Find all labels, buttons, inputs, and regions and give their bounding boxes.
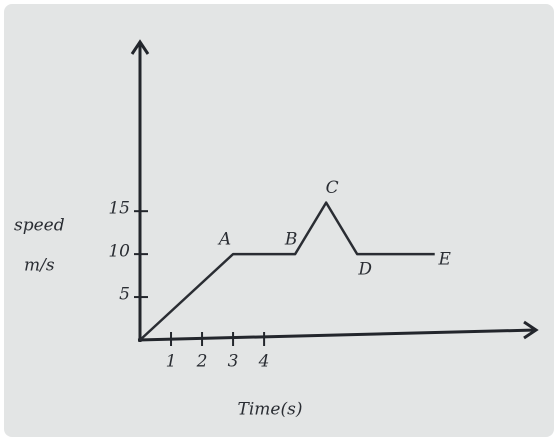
- point-label: E: [438, 250, 452, 270]
- x-tick-label: 4: [258, 352, 270, 372]
- speed-line: [139, 201, 435, 341]
- point-label: D: [357, 260, 372, 280]
- x-tick-label: 3: [228, 352, 239, 372]
- x-tick-label: 2: [196, 352, 208, 372]
- y-label: m/s: [24, 256, 55, 276]
- point-label: B: [284, 230, 298, 250]
- point-label: A: [217, 230, 231, 250]
- x-arrow: [523, 320, 539, 340]
- y-tick-label: 15: [108, 199, 130, 219]
- y-tick-label: 10: [108, 242, 130, 262]
- point-label: C: [326, 178, 339, 198]
- x-tick-label: 1: [166, 352, 177, 372]
- y-tick-label: 5: [119, 285, 130, 305]
- y-label: speed: [14, 216, 65, 236]
- y-arrow: [130, 39, 150, 55]
- paper: [4, 4, 554, 437]
- x-axis: [137, 328, 537, 342]
- x-label: Time(s): [238, 400, 303, 420]
